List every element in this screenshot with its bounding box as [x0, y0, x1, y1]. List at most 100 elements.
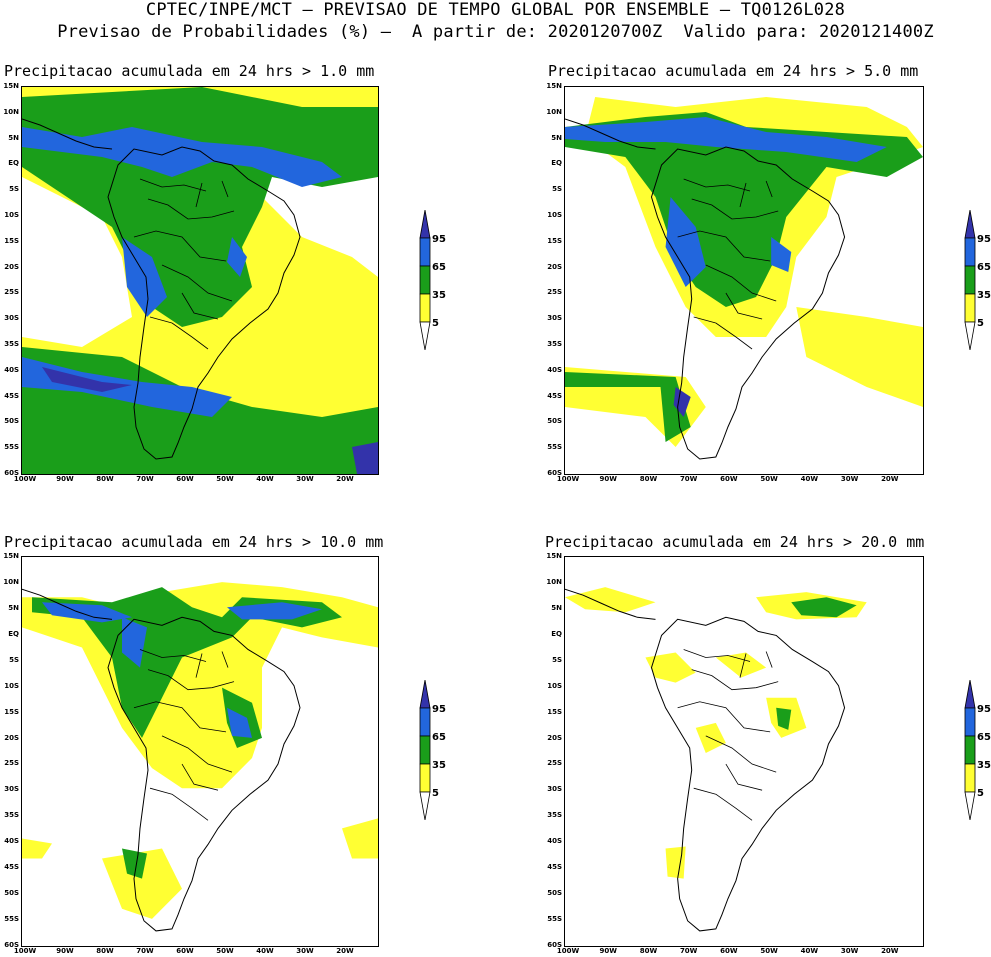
lat-label: 60S: [547, 941, 562, 949]
lat-label: 45S: [4, 391, 19, 400]
lat-label: 20S: [547, 733, 562, 742]
lon-label: 20W: [336, 947, 354, 955]
legend-swatch-5: [419, 763, 431, 793]
lat-label: EQ: [8, 629, 19, 638]
legend-swatch-35: [419, 265, 431, 295]
lon-label: 50W: [216, 947, 234, 955]
probability-area-5: [122, 237, 167, 317]
lat-label: 10S: [4, 211, 19, 219]
lon-label: 40W: [800, 475, 819, 483]
legend-label: 35: [432, 760, 446, 771]
lon-label: 60W: [720, 475, 738, 483]
lon-label: 40W: [256, 947, 274, 955]
legend-swatch-below: [419, 321, 431, 351]
probability-map-10mm: [21, 556, 379, 947]
legend-label: 35: [977, 760, 991, 771]
probability-area-7: [771, 237, 792, 272]
lat-label: 20S: [4, 262, 19, 271]
probability-map-5mm: [564, 86, 924, 475]
lat-label: 30S: [547, 314, 562, 323]
probability-area-1: [645, 652, 696, 683]
lat-label: 30S: [547, 785, 562, 794]
lon-label: 80W: [96, 947, 114, 955]
lon-label: 80W: [96, 475, 114, 483]
lat-label: 50S: [4, 889, 19, 898]
lon-label: 20W: [881, 947, 899, 955]
continent-outline: [650, 616, 846, 932]
continent-outline: [107, 616, 301, 932]
legend-swatch-35: [419, 735, 431, 765]
lat-label: 55S: [4, 443, 19, 452]
lat-label: EQ: [8, 159, 19, 168]
legend-swatch-95: [964, 679, 976, 709]
legend-swatch-below: [964, 321, 976, 351]
probability-area-3: [565, 112, 923, 307]
lat-label: 25S: [547, 288, 562, 297]
lon-label: 20W: [336, 475, 354, 483]
lon-label: 90W: [599, 947, 617, 955]
probability-area-3: [22, 127, 342, 187]
legend-label: 65: [432, 732, 446, 743]
country-borders: [677, 649, 779, 821]
lat-label: 40S: [4, 365, 19, 374]
probability-area-4: [22, 357, 232, 417]
probability-area-4: [565, 372, 691, 442]
probability-area-1: [22, 838, 52, 859]
lon-label: 60W: [176, 947, 194, 955]
lat-label: 10N: [3, 107, 19, 116]
lat-label: 25S: [547, 759, 562, 768]
lat-label: 40S: [4, 837, 19, 846]
country-borders: [677, 178, 779, 350]
probability-area-9: [227, 707, 252, 738]
legend-label: 95: [432, 234, 446, 245]
lat-label: 25S: [4, 759, 19, 768]
legend-swatch-5: [419, 293, 431, 323]
legend-swatch-95: [419, 209, 431, 239]
probability-area-6: [227, 237, 247, 277]
lat-label: 5N: [551, 603, 562, 612]
lat-label: 45S: [547, 863, 562, 872]
country-borders: [133, 649, 235, 821]
central-america-outline: [22, 118, 113, 150]
lon-label: 100W: [556, 947, 580, 955]
lat-label: 35S: [547, 811, 562, 820]
lat-label: 45S: [547, 391, 562, 400]
legend-label: 5: [977, 318, 984, 329]
color-legend-3: 95 65 35 5: [418, 679, 458, 821]
legend-swatch-95: [964, 209, 976, 239]
lon-label: 30W: [840, 475, 859, 483]
probability-area-1: [796, 307, 923, 407]
lon-label: 90W: [56, 475, 74, 483]
lat-label: EQ: [551, 159, 562, 168]
probability-area-8: [227, 602, 322, 620]
lon-label: 100W: [13, 475, 37, 483]
lat-label: 10S: [547, 211, 562, 219]
central-america-outline: [565, 588, 656, 620]
lat-label: 15S: [547, 707, 562, 716]
legend-swatch-5: [964, 763, 976, 793]
lat-label: 15N: [546, 552, 562, 560]
lon-label: 60W: [720, 947, 738, 955]
lat-label: 5S: [9, 655, 19, 664]
lat-label: 10N: [3, 577, 19, 586]
lon-label: 20W: [881, 475, 899, 483]
color-legend-1: 95 65 35 5: [418, 209, 458, 351]
lon-label: 80W: [639, 475, 658, 483]
lat-label: 50S: [547, 417, 562, 426]
probability-map-20mm: [564, 556, 924, 947]
lat-label: 60S: [4, 941, 19, 949]
lat-label: 30S: [4, 785, 19, 794]
color-legend-2: 95 65 35 5: [963, 209, 991, 351]
lat-label: 15S: [547, 236, 562, 245]
probability-area-2: [102, 848, 182, 919]
lon-label: 50W: [760, 947, 778, 955]
panel-2-title: Precipitacao acumulada em 24 hrs > 5.0 m…: [548, 62, 919, 80]
lat-label: 5N: [8, 133, 19, 142]
continent-outline: [107, 146, 301, 460]
lat-label: 60S: [4, 469, 19, 477]
header-line-2: Previsao de Probabilidades (%) – A parti…: [57, 22, 934, 42]
probability-area-0: [565, 587, 656, 613]
legend-label: 35: [977, 290, 991, 301]
lon-label: 30W: [296, 475, 314, 483]
legend-label: 95: [432, 704, 446, 715]
